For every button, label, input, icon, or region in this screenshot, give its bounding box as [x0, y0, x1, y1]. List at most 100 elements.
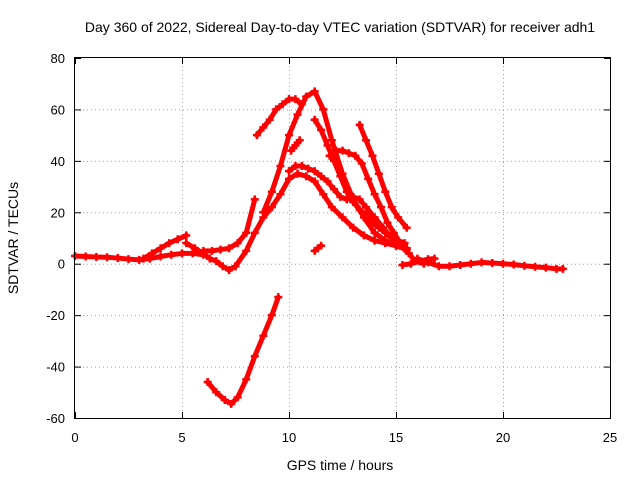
data-point: [362, 210, 371, 219]
data-point: [396, 239, 405, 248]
data-point: [342, 187, 351, 196]
data-point: [359, 231, 368, 240]
data-point: [173, 235, 182, 244]
x-tick-label: 10: [282, 430, 296, 445]
data-point: [259, 208, 268, 217]
data-point: [344, 149, 353, 158]
data-point: [317, 126, 326, 134]
data-point: [477, 258, 486, 267]
data-point: [199, 246, 208, 255]
data-point: [274, 293, 283, 302]
data-point: [310, 115, 319, 124]
data-point: [233, 393, 242, 402]
data-point: [520, 261, 529, 270]
data-point: [368, 218, 377, 227]
data-point: [203, 378, 212, 386]
data-point: [250, 352, 259, 361]
data-point: [349, 223, 358, 232]
data-point: [212, 388, 221, 397]
data-point: [357, 159, 366, 168]
data-point: [182, 239, 191, 248]
data-point: [336, 192, 345, 201]
data-point: [381, 187, 390, 196]
data-point: [541, 263, 550, 272]
data-point: [182, 231, 191, 240]
data-point: [310, 167, 319, 176]
data-point: [351, 151, 360, 160]
data-point: [148, 249, 157, 258]
data-point: [310, 87, 319, 96]
data-point: [291, 95, 300, 104]
data-point: [225, 266, 234, 275]
series-track-16: [398, 254, 439, 269]
y-tick-label: 80: [51, 51, 65, 66]
series-track-2: [139, 231, 191, 263]
data-point: [250, 228, 259, 237]
data-point: [156, 252, 165, 261]
y-axis-label: SDTVAR / TECUs: [5, 182, 21, 294]
data-point: [362, 136, 371, 145]
data-point: [265, 115, 274, 124]
data-point: [370, 228, 379, 237]
data-point: [207, 246, 216, 255]
data-point: [374, 169, 383, 178]
data-point: [355, 205, 364, 214]
data-point: [220, 396, 229, 404]
data-point: [323, 177, 332, 186]
data-point: [456, 261, 465, 269]
y-tick-label: -40: [46, 360, 65, 375]
data-point: [113, 254, 122, 263]
data-point: [259, 123, 268, 132]
data-point: [103, 253, 112, 262]
data-point: [278, 100, 287, 109]
data-point: [242, 375, 251, 384]
y-tick-label: 40: [51, 154, 65, 169]
data-point: [381, 236, 390, 245]
data-point: [338, 146, 347, 155]
data-point: [319, 190, 328, 199]
data-point: [338, 213, 347, 222]
series-track-15: [413, 254, 567, 273]
data-point: [233, 239, 242, 248]
data-point: [381, 228, 390, 237]
data-points: [71, 87, 567, 408]
series-track: [200, 196, 258, 254]
data-point: [558, 264, 567, 273]
data-point: [383, 218, 392, 227]
data-point: [218, 262, 227, 271]
data-point: [434, 262, 443, 271]
data-point: [430, 254, 439, 263]
y-tick-label: -60: [46, 411, 65, 426]
series-track-1: [71, 249, 208, 264]
x-tick-label: 5: [178, 430, 185, 445]
data-point: [302, 172, 311, 181]
data-point: [355, 120, 364, 129]
data-point: [310, 177, 319, 186]
data-point: [92, 253, 101, 262]
data-point: [362, 203, 371, 212]
data-point: [293, 110, 302, 119]
series-track-4: [199, 195, 259, 255]
data-point: [317, 172, 326, 181]
data-point: [167, 250, 176, 259]
data-point: [445, 262, 454, 271]
x-tick-label: 25: [603, 430, 617, 445]
data-point: [267, 203, 276, 212]
series-track: [260, 88, 410, 251]
data-point: [242, 228, 251, 237]
data-point: [293, 169, 302, 178]
data-point: [374, 223, 383, 232]
data-point: [355, 195, 364, 204]
data-point: [285, 131, 293, 140]
data-point: [377, 203, 386, 212]
data-point: [368, 151, 377, 160]
data-point: [188, 249, 197, 258]
plot-frame: [74, 57, 611, 419]
series-track-14: [310, 241, 326, 255]
series-track-13: [287, 136, 304, 155]
data-point: [252, 131, 261, 140]
data-point: [317, 241, 326, 250]
data-point: [124, 255, 133, 264]
data-point: [404, 249, 413, 258]
